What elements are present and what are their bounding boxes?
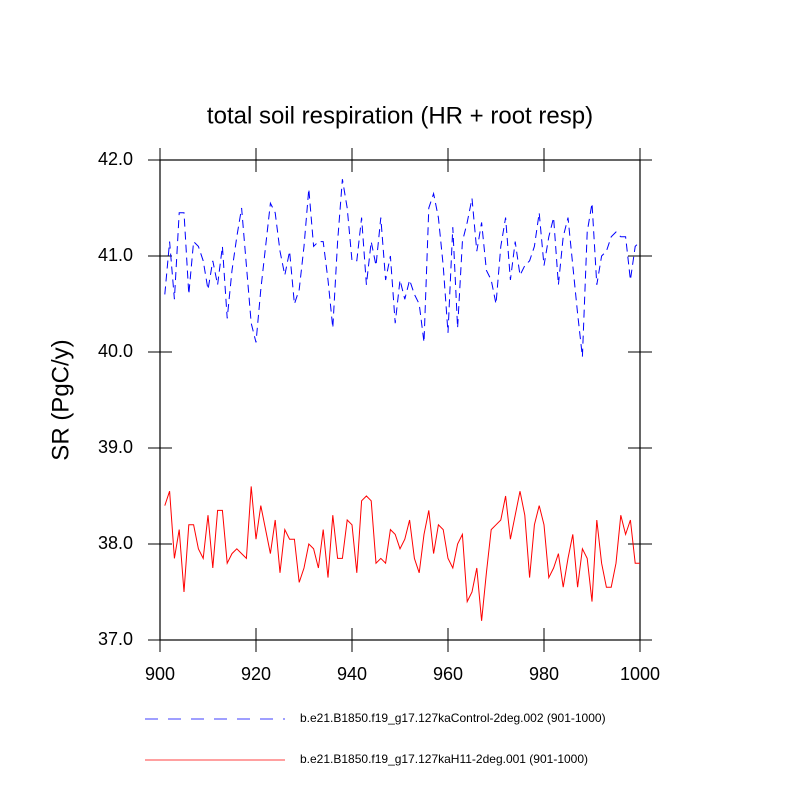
x-tick-label: 920 <box>241 664 271 684</box>
y-tick-label: 37.0 <box>98 629 133 649</box>
x-tick-label: 980 <box>529 664 559 684</box>
x-tick-label: 900 <box>145 664 175 684</box>
legend-label: b.e21.B1850.f19_g17.127kaControl-2deg.00… <box>300 711 606 725</box>
x-tick-label: 940 <box>337 664 367 684</box>
y-tick-label: 42.0 <box>98 149 133 169</box>
series-line <box>164 179 641 357</box>
y-tick-label: 41.0 <box>98 245 133 265</box>
chart-title: total soil respiration (HR + root resp) <box>207 102 593 129</box>
x-tick-label: 960 <box>433 664 463 684</box>
y-axis-label: SR (PgC/y) <box>47 339 74 460</box>
x-tick-label: 1000 <box>620 664 660 684</box>
y-tick-label: 38.0 <box>98 533 133 553</box>
plot-frame <box>159 159 641 641</box>
y-tick-label: 40.0 <box>98 341 133 361</box>
series-line <box>164 486 640 621</box>
y-tick-label: 39.0 <box>98 437 133 457</box>
legend-label: b.e21.B1850.f19_g17.127kaH11-2deg.001 (9… <box>300 752 588 766</box>
